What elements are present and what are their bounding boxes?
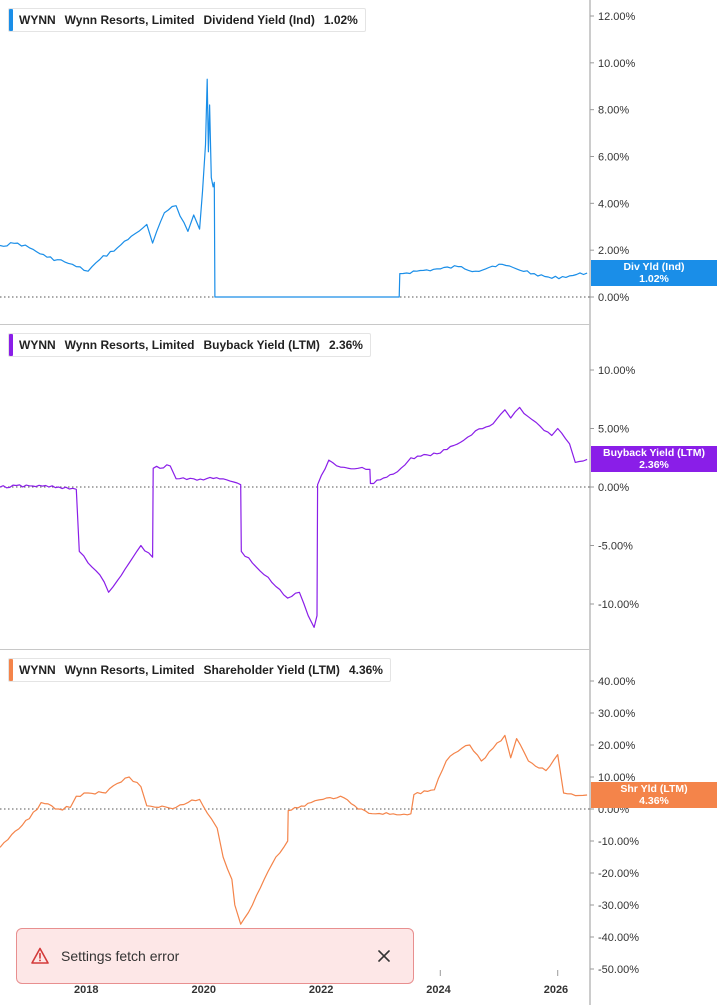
y-tick-label: 5.00% — [598, 424, 629, 436]
y-tick-label: 0.00% — [598, 292, 629, 304]
badge-value: 2.36% — [328, 338, 363, 352]
y-tick-label: 30.00% — [598, 708, 636, 720]
series-line — [0, 78, 588, 298]
badge-value: 4.36% — [348, 663, 383, 677]
warning-icon — [31, 947, 49, 964]
badge-ticker: WYNN — [19, 663, 56, 677]
y-tick-label: -10.00% — [598, 836, 639, 848]
y-tick-label: 10.00% — [598, 365, 636, 377]
chart-panel-3: 40.00%30.00%20.00%10.00%0.00%-10.00%-20.… — [0, 676, 639, 976]
error-toast: Settings fetch error — [16, 928, 414, 984]
y-tick-label: 20.00% — [598, 740, 636, 752]
badge-metric: Buyback Yield (LTM) — [203, 338, 320, 352]
close-icon[interactable] — [377, 949, 391, 963]
flag-label: Buyback Yield (LTM) — [603, 447, 705, 460]
badge-company: Wynn Resorts, Limited — [64, 13, 195, 27]
y-tick-label: 40.00% — [598, 676, 636, 688]
close-toast-button[interactable] — [369, 941, 399, 971]
x-tick-label: 2022 — [309, 984, 333, 996]
series-color-swatch — [9, 659, 13, 681]
y-tick-label: 2.00% — [598, 245, 629, 257]
badge-metric: Dividend Yield (Ind) — [203, 13, 315, 27]
flag-value: 2.36% — [639, 459, 669, 472]
series-badge[interactable]: WYNN Wynn Resorts, Limited Buyback Yield (… — [8, 333, 371, 357]
last-value-flag: Div Yld (Ind) 1.02% — [591, 260, 717, 287]
last-value-flag: Shr Yld (LTM) 4.36% — [591, 782, 717, 809]
series-color-swatch — [9, 9, 13, 31]
series-line — [0, 406, 588, 628]
x-tick-label: 2026 — [544, 984, 568, 996]
series-line — [0, 734, 588, 925]
y-tick-label: 12.00% — [598, 11, 636, 23]
badge-company: Wynn Resorts, Limited — [64, 663, 195, 677]
badge-value: 1.02% — [323, 13, 358, 27]
flag-label: Div Yld (Ind) — [623, 261, 685, 274]
chart-panel-1: 12.00% 10.00% 8.00% 6.00% 4.00% 2.00% 0.00% — [0, 11, 636, 304]
badge-metric: Shareholder Yield (LTM) — [203, 663, 340, 677]
chart-panel-2: 10.00% 5.00% 0.00% -5.00% -10.00% — [0, 365, 639, 628]
badge-ticker: WYNN — [19, 338, 56, 352]
x-tick-label: 2018 — [74, 984, 98, 996]
y-tick-label: 10.00% — [598, 58, 636, 70]
series-color-swatch — [9, 334, 13, 356]
x-tick-label: 2020 — [191, 984, 215, 996]
y-tick-label: 10.00% — [598, 772, 636, 784]
y-tick-label: -5.00% — [598, 541, 633, 553]
y-tick-label: -30.00% — [598, 900, 639, 912]
x-tick-label: 2024 — [426, 984, 451, 996]
y-tick-label: -40.00% — [598, 932, 639, 944]
y-tick-label: -50.00% — [598, 964, 639, 976]
y-tick-label: 0.00% — [598, 482, 629, 494]
flag-value: 4.36% — [639, 795, 669, 808]
y-tick-label: 8.00% — [598, 105, 629, 117]
flag-label: Shr Yld (LTM) — [620, 783, 688, 796]
y-tick-label: -10.00% — [598, 599, 639, 611]
badge-ticker: WYNN — [19, 13, 56, 27]
badge-company: Wynn Resorts, Limited — [64, 338, 195, 352]
toast-message: Settings fetch error — [61, 948, 180, 964]
last-value-flag: Buyback Yield (LTM) 2.36% — [591, 446, 717, 473]
y-tick-label: -20.00% — [598, 868, 639, 880]
flag-value: 1.02% — [639, 273, 669, 286]
y-tick-label: 6.00% — [598, 152, 629, 164]
y-tick-label: 4.00% — [598, 198, 629, 210]
series-badge[interactable]: WYNN Wynn Resorts, Limited Dividend Yield … — [8, 8, 366, 32]
series-badge[interactable]: WYNN Wynn Resorts, Limited Shareholder Yie… — [8, 658, 391, 682]
